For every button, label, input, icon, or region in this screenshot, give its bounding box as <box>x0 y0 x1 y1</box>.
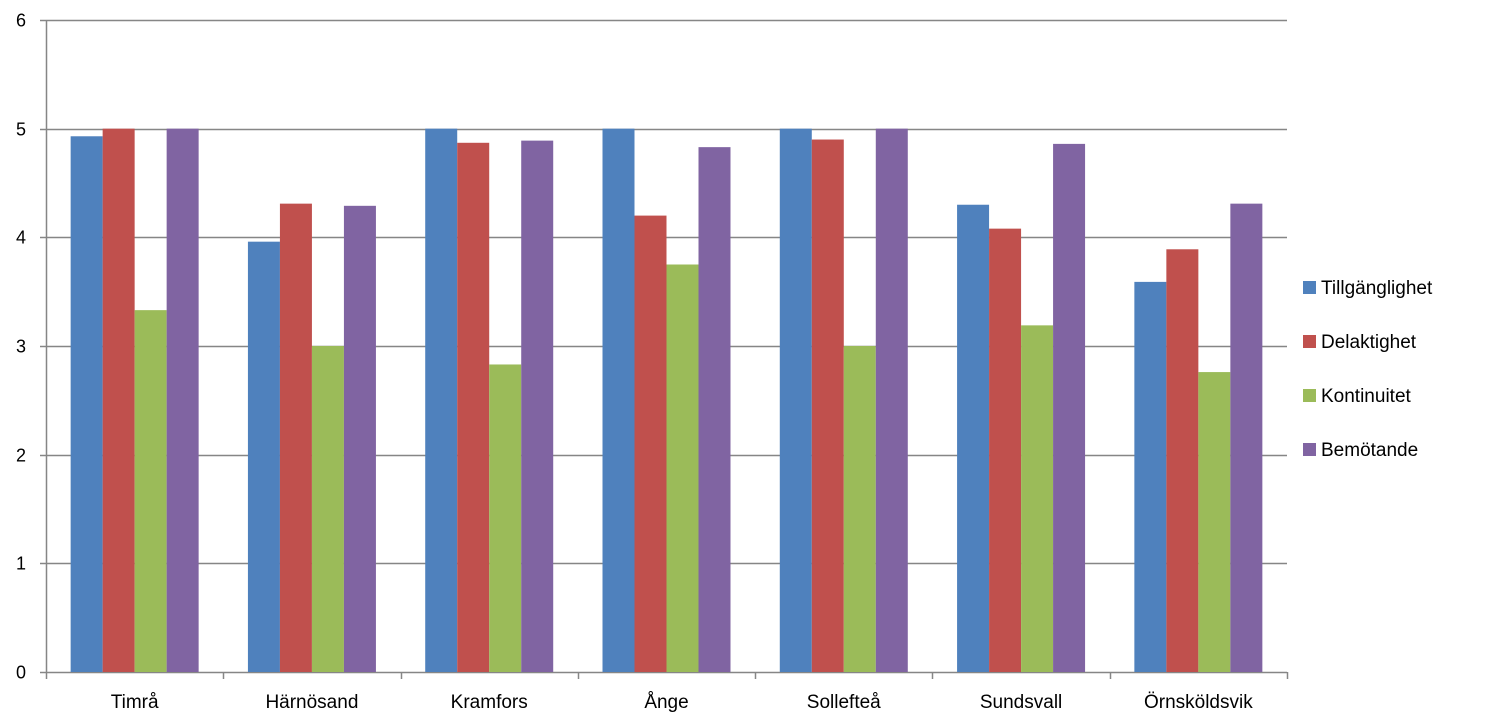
bar-bemötande-1 <box>343 205 376 672</box>
bar-bemötande-0 <box>166 128 199 672</box>
bar-tillgänglighet-1 <box>247 241 280 672</box>
legend-swatch-kontinuitet <box>1303 389 1316 402</box>
x-tick-label: Sundsvall <box>980 692 1062 713</box>
bar-bemötande-4 <box>875 128 908 672</box>
y-tick-label: 5 <box>16 120 26 140</box>
y-tick-labels: 0 1 2 3 4 5 6 <box>16 11 26 683</box>
y-tick-label: 4 <box>16 228 26 248</box>
bar-tillgänglighet-4 <box>779 128 812 672</box>
bar-kontinuitet-6 <box>1198 372 1231 672</box>
legend-swatch-delaktighet <box>1303 335 1316 348</box>
bar-bemötande-2 <box>521 140 554 672</box>
x-tick-label: Härnösand <box>265 692 358 713</box>
bar-kontinuitet-5 <box>1021 325 1054 672</box>
legend-label: Kontinuitet <box>1321 386 1412 407</box>
bar-tillgänglighet-0 <box>70 136 103 673</box>
legend-label: Tillgänglighet <box>1321 278 1433 299</box>
bar-delaktighet-1 <box>279 203 312 672</box>
x-tick-label: Timrå <box>111 692 159 713</box>
bar-tillgänglighet-6 <box>1134 281 1167 672</box>
legend-label: Bemötande <box>1321 440 1418 461</box>
bar-kontinuitet-0 <box>134 310 167 672</box>
bar-tillgänglighet-5 <box>957 204 990 672</box>
bar-kontinuitet-2 <box>489 364 522 672</box>
bar-bemötande-3 <box>698 147 731 672</box>
bar-tillgänglighet-3 <box>602 128 635 672</box>
y-tick-label: 1 <box>16 554 26 574</box>
x-tick-label: Örnsköldsvik <box>1144 692 1253 713</box>
bar-kontinuitet-3 <box>666 264 699 672</box>
bar-bemötande-6 <box>1230 203 1263 672</box>
bar-delaktighet-2 <box>457 142 490 672</box>
bar-delaktighet-0 <box>102 128 135 672</box>
x-tick-label: Ånge <box>644 692 688 713</box>
bar-kontinuitet-4 <box>843 346 876 672</box>
axes <box>40 19 1289 679</box>
y-tick-label: 2 <box>16 446 26 466</box>
legend-label: Delaktighet <box>1321 332 1417 353</box>
y-tick-label: 0 <box>16 663 26 683</box>
legend: Tillgänglighet Delaktighet Kontinuitet Bemö… <box>1303 278 1433 461</box>
bar-delaktighet-4 <box>811 139 844 673</box>
x-tick-label: Kramfors <box>451 692 528 713</box>
bar-delaktighet-6 <box>1166 249 1199 672</box>
bars <box>70 128 1263 673</box>
bar-kontinuitet-1 <box>311 346 344 672</box>
x-tick-label: Sollefteå <box>807 692 881 713</box>
y-tick-label: 6 <box>16 11 26 31</box>
bar-bemötande-5 <box>1053 143 1086 672</box>
y-tick-label: 3 <box>16 337 26 357</box>
bar-delaktighet-3 <box>634 215 667 672</box>
bar-tillgänglighet-2 <box>425 128 458 672</box>
x-tick-labels: Timrå Härnösand Kramfors Ånge Sollefteå Sunds… <box>111 692 1254 713</box>
legend-swatch-bemötande <box>1303 443 1316 456</box>
bar-delaktighet-5 <box>989 228 1022 672</box>
legend-swatch-tillgänglighet <box>1303 281 1316 294</box>
